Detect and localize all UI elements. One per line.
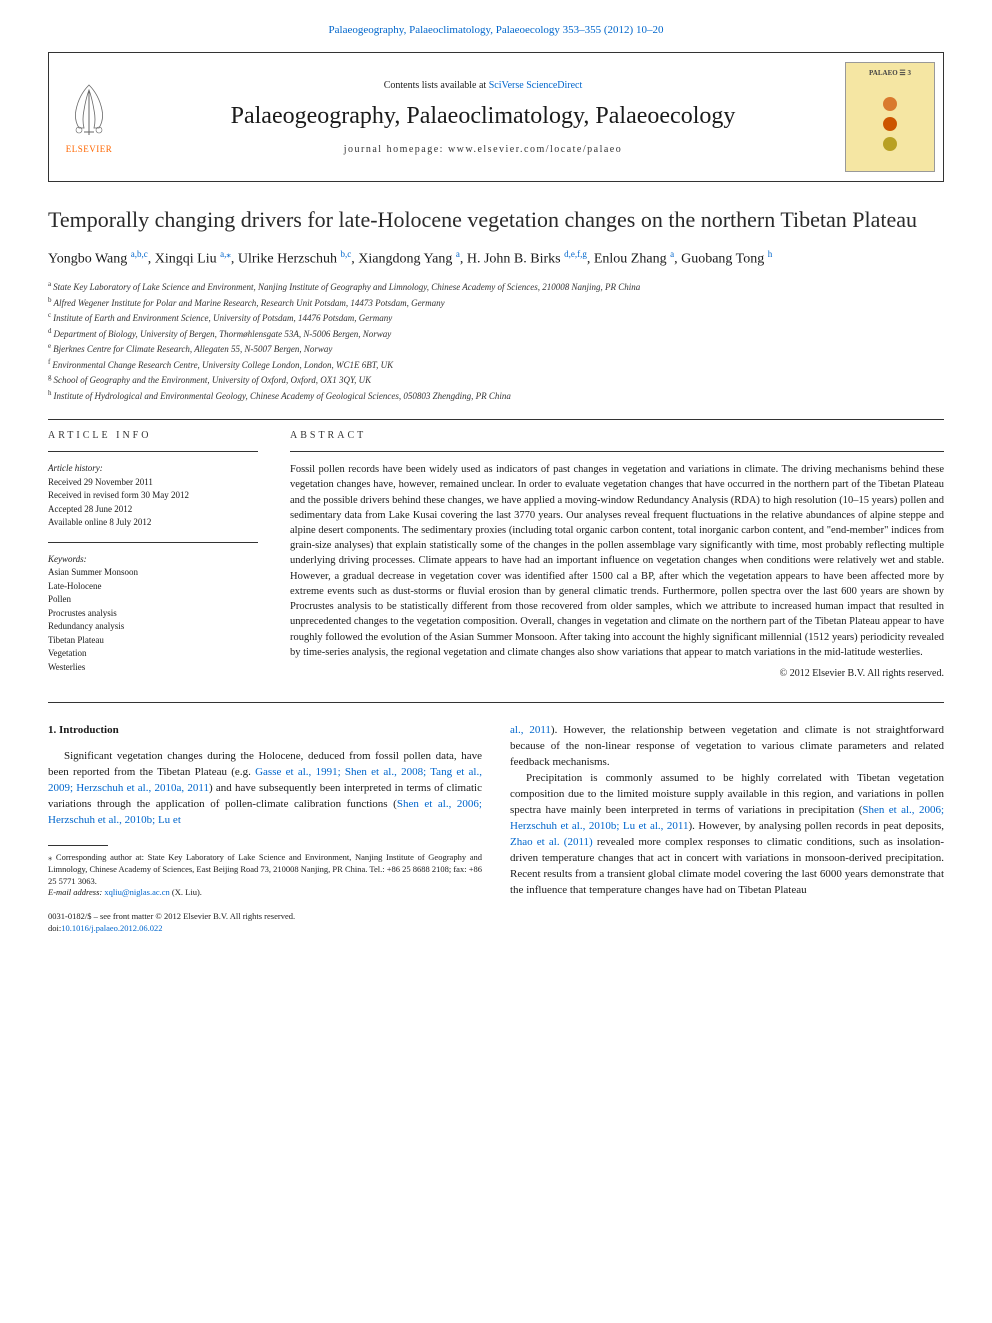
front-matter: 0031-0182/$ – see front matter © 2012 El… — [48, 911, 482, 923]
journal-homepage: journal homepage: www.elsevier.com/locat… — [141, 144, 825, 155]
email-label: E-mail address: — [48, 887, 104, 897]
email-footnote: E-mail address: xqliu@niglas.ac.cn (X. L… — [48, 887, 482, 899]
corresponding-author: ⁎ Corresponding author at: State Key Lab… — [48, 852, 482, 888]
body-paragraph: Precipitation is commonly assumed to be … — [510, 771, 944, 899]
keywords-label: Keywords: — [48, 553, 258, 567]
affiliation: hInstitute of Hydrological and Environme… — [48, 388, 944, 404]
keyword: Asian Summer Monsoon — [48, 566, 258, 580]
footnote-separator — [48, 845, 108, 846]
cover-dot — [883, 137, 897, 151]
journal-title: Palaeogeography, Palaeoclimatology, Pala… — [141, 103, 825, 130]
header-center: Contents lists available at SciVerse Sci… — [129, 72, 837, 163]
divider — [290, 451, 944, 452]
article-info: article info Article history: Received 2… — [48, 430, 258, 686]
affiliation: fEnvironmental Change Research Centre, U… — [48, 357, 944, 373]
body-paragraph: Significant vegetation changes during th… — [48, 749, 482, 829]
keyword: Tibetan Plateau — [48, 634, 258, 648]
keywords-block: Keywords: Asian Summer MonsoonLate-Holoc… — [48, 553, 258, 675]
email-suffix: (X. Liu). — [170, 887, 202, 897]
affiliations: aState Key Laboratory of Lake Science an… — [48, 279, 944, 403]
article-history: Article history: Received 29 November 20… — [48, 462, 258, 530]
divider — [48, 542, 258, 543]
doi-link[interactable]: 10.1016/j.palaeo.2012.06.022 — [61, 923, 162, 933]
citation: al., 2011 — [510, 724, 551, 736]
history-line: Received 29 November 2011 — [48, 476, 258, 490]
cover-label: PALAEO ☰ 3 — [869, 69, 911, 77]
body-column-right: al., 2011). However, the relationship be… — [510, 723, 944, 935]
article-info-heading: article info — [48, 430, 258, 441]
keyword: Vegetation — [48, 647, 258, 661]
history-line: Received in revised form 30 May 2012 — [48, 489, 258, 503]
body-paragraph: al., 2011). However, the relationship be… — [510, 723, 944, 771]
cover-dot — [883, 117, 897, 131]
keyword: Pollen — [48, 593, 258, 607]
sciencedirect-link[interactable]: SciVerse ScienceDirect — [489, 80, 583, 91]
abstract: abstract Fossil pollen records have been… — [290, 430, 944, 686]
cover-dot — [883, 97, 897, 111]
affiliation: aState Key Laboratory of Lake Science an… — [48, 279, 944, 295]
affiliation: dDepartment of Biology, University of Be… — [48, 326, 944, 342]
citation: Zhao et al. (2011) — [510, 836, 593, 848]
email-link[interactable]: xqliu@niglas.ac.cn — [104, 887, 169, 897]
journal-citation: Palaeogeography, Palaeoclimatology, Pala… — [48, 24, 944, 36]
contents-line: Contents lists available at SciVerse Sci… — [141, 80, 825, 91]
copyright: © 2012 Elsevier B.V. All rights reserved… — [290, 668, 944, 679]
keyword: Procrustes analysis — [48, 607, 258, 621]
footer: 0031-0182/$ – see front matter © 2012 El… — [48, 911, 482, 935]
affiliation: gSchool of Geography and the Environment… — [48, 372, 944, 388]
affiliation: bAlfred Wegener Institute for Polar and … — [48, 295, 944, 311]
intro-heading: 1. Introduction — [48, 723, 482, 739]
keyword: Westerlies — [48, 661, 258, 675]
elsevier-logo: ELSEVIER — [49, 53, 129, 181]
affiliation: cInstitute of Earth and Environment Scie… — [48, 310, 944, 326]
keyword: Redundancy analysis — [48, 620, 258, 634]
cover-dots — [883, 97, 897, 151]
abstract-heading: abstract — [290, 430, 944, 441]
body-column-left: 1. Introduction Significant vegetation c… — [48, 723, 482, 935]
keyword: Late-Holocene — [48, 580, 258, 594]
divider — [48, 702, 944, 703]
elsevier-tree-icon — [64, 80, 114, 140]
history-line: Available online 8 July 2012 — [48, 516, 258, 530]
history-label: Article history: — [48, 462, 258, 476]
history-line: Accepted 28 June 2012 — [48, 503, 258, 517]
elsevier-label: ELSEVIER — [66, 144, 113, 154]
divider — [48, 451, 258, 452]
journal-header: ELSEVIER Contents lists available at Sci… — [48, 52, 944, 182]
body-columns: 1. Introduction Significant vegetation c… — [48, 723, 944, 935]
info-abstract-row: article info Article history: Received 2… — [48, 430, 944, 686]
divider — [48, 419, 944, 420]
authors: Yongbo Wang a,b,c, Xingqi Liu a,⁎, Ulrik… — [48, 248, 944, 270]
contents-prefix: Contents lists available at — [384, 80, 489, 91]
journal-cover: PALAEO ☰ 3 — [845, 62, 935, 172]
affiliation: eBjerknes Centre for Climate Research, A… — [48, 341, 944, 357]
article-title: Temporally changing drivers for late-Hol… — [48, 206, 944, 234]
abstract-text: Fossil pollen records have been widely u… — [290, 462, 944, 660]
doi-line: doi:10.1016/j.palaeo.2012.06.022 — [48, 923, 482, 935]
